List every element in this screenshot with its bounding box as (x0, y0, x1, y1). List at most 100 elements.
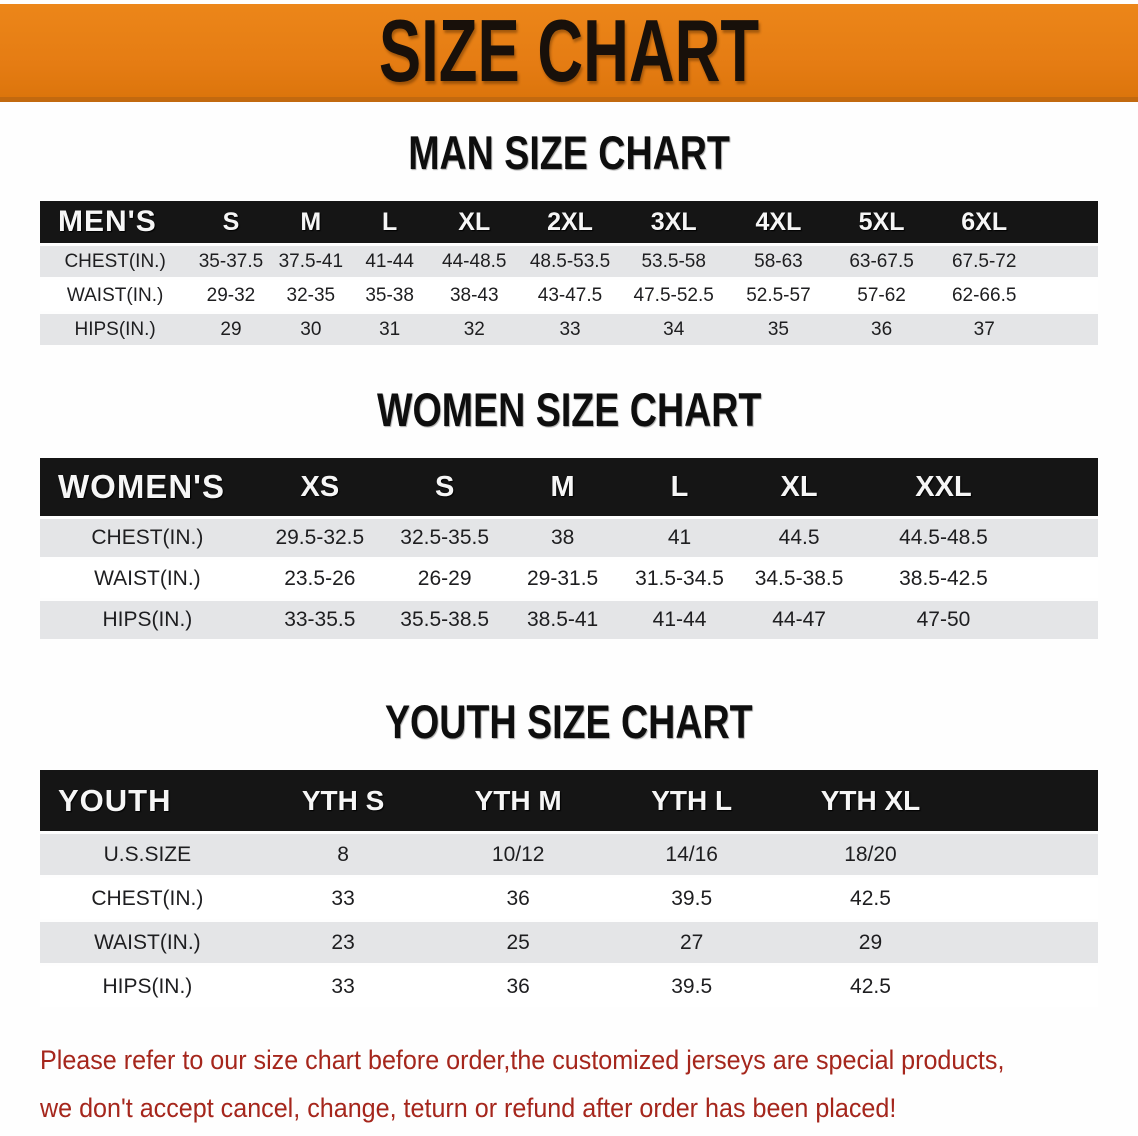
measurement-value: 44-47 (738, 601, 860, 639)
size-column-header: YTH XL (778, 770, 963, 831)
measurement-value: 32-35 (271, 280, 350, 311)
measurement-value: 47-50 (859, 601, 1028, 639)
measurement-value: 37.5-41 (271, 246, 350, 277)
spacer-cell (1027, 519, 1098, 557)
measurement-value: 18/20 (778, 834, 963, 875)
youth-section-title-text: YOUTH SIZE CHART (385, 695, 753, 748)
man-section-title: MAN SIZE CHART (0, 129, 1138, 176)
measurement-value: 23.5-26 (254, 560, 385, 598)
measurement-row: CHEST(IN.) 35-37.5 37.5-41 41-44 44-48.5 48.5… (40, 246, 1098, 277)
measurement-row: HIPS(IN.) 33-35.5 35.5-38.5 38.5-41 41-44 44-… (40, 601, 1098, 639)
size-column-header: 5XL (830, 201, 933, 243)
size-column-header: XXL (859, 458, 1028, 516)
measurement-value: 32.5-35.5 (384, 519, 505, 557)
measurement-value: 33 (254, 878, 432, 919)
spacer-cell (1027, 560, 1098, 598)
size-column-header: XS (254, 458, 385, 516)
measurement-row: U.S.SIZE 8 10/12 14/16 18/20 (40, 834, 1098, 875)
size-column-header: S (384, 458, 505, 516)
size-column-header: 6XL (932, 201, 1036, 243)
measurement-value: 62-66.5 (932, 280, 1036, 311)
man-section-title-text: MAN SIZE CHART (408, 126, 730, 179)
measurement-label: CHEST(IN.) (40, 246, 191, 277)
measurement-label: HIPS(IN.) (40, 314, 191, 345)
banner: SIZE CHART (0, 4, 1138, 102)
size-column-header: XL (738, 458, 860, 516)
measurement-value: 41-44 (620, 601, 739, 639)
measurement-value: 53.5-58 (620, 246, 727, 277)
banner-title: SIZE CHART (378, 0, 760, 100)
youth-size-chart-section: YOUTH SIZE CHART YOUTH YTH S YTH M YTH L YTH… (0, 698, 1138, 1010)
measurement-value: 36 (431, 966, 605, 1007)
measurement-value: 52.5-57 (726, 280, 831, 311)
size-column-header: YTH L (604, 770, 779, 831)
measurement-value: 35-37.5 (190, 246, 272, 277)
size-column-header: 2XL (519, 201, 621, 243)
measurement-value: 57-62 (830, 280, 933, 311)
spacer-cell (1035, 314, 1098, 345)
measurement-row: HIPS(IN.) 29 30 31 32 33 34 35 36 37 (40, 314, 1098, 345)
measurement-value: 34 (620, 314, 727, 345)
size-column-header: YTH M (431, 770, 605, 831)
spacer-cell (962, 878, 1098, 919)
measurement-value: 47.5-52.5 (620, 280, 727, 311)
measurement-label: HIPS(IN.) (40, 601, 255, 639)
footer-notice: Please refer to our size chart before or… (40, 1036, 1138, 1132)
measurement-row: HIPS(IN.) 33 36 39.5 42.5 (40, 966, 1098, 1007)
measurement-value: 33 (254, 966, 432, 1007)
measurement-value: 29 (190, 314, 272, 345)
mens-size-table: MEN'S S M L XL 2XL 3XL 4XL 5XL 6XL CHEST(IN.) 35-37… (40, 198, 1098, 348)
measurement-value: 8 (254, 834, 432, 875)
size-column-header: M (504, 458, 621, 516)
table-header-row: MEN'S S M L XL 2XL 3XL 4XL 5XL 6XL (40, 201, 1098, 243)
measurement-value: 35 (726, 314, 831, 345)
measurement-row: WAIST(IN.) 23.5-26 26-29 29-31.5 31.5-34.5 34… (40, 560, 1098, 598)
measurement-value: 38.5-41 (504, 601, 621, 639)
measurement-value: 38-43 (429, 280, 520, 311)
measurement-value: 33 (519, 314, 621, 345)
women-section-title: WOMEN SIZE CHART (0, 386, 1138, 433)
women-section-title-text: WOMEN SIZE CHART (376, 383, 762, 436)
measurement-label: U.S.SIZE (40, 834, 255, 875)
size-column-header: 3XL (620, 201, 727, 243)
measurement-value: 42.5 (778, 878, 963, 919)
size-column-header: L (620, 458, 739, 516)
man-size-chart-section: MAN SIZE CHART MEN'S S M L XL 2XL 3XL 4XL 5XL 6XL… (0, 129, 1138, 348)
table-group-label: YOUTH (40, 770, 255, 831)
size-column-header: L (349, 201, 430, 243)
spacer-cell (1027, 458, 1098, 516)
table-group-label: MEN'S (40, 201, 191, 243)
measurement-label: WAIST(IN.) (40, 560, 255, 598)
measurement-label: CHEST(IN.) (40, 878, 255, 919)
measurement-value: 29 (778, 922, 963, 963)
table-group-label: WOMEN'S (40, 458, 255, 516)
measurement-value: 35-38 (349, 280, 430, 311)
measurement-value: 39.5 (604, 966, 779, 1007)
measurement-value: 38 (504, 519, 621, 557)
women-size-chart-section: WOMEN SIZE CHART WOMEN'S XS S M L XL XXL CHEST(… (0, 386, 1138, 642)
notice-line-2: we don't accept cancel, change, teturn o… (40, 1093, 897, 1124)
measurement-value: 33-35.5 (254, 601, 385, 639)
measurement-value: 58-63 (726, 246, 831, 277)
spacer-cell (1035, 246, 1098, 277)
spacer-cell (962, 770, 1098, 831)
measurement-label: WAIST(IN.) (40, 280, 191, 311)
measurement-value: 67.5-72 (932, 246, 1036, 277)
size-column-header: 4XL (726, 201, 831, 243)
measurement-value: 30 (271, 314, 350, 345)
measurement-value: 44.5 (738, 519, 860, 557)
measurement-value: 39.5 (604, 878, 779, 919)
youth-size-table: YOUTH YTH S YTH M YTH L YTH XL U.S.SIZE 8 10/12… (40, 767, 1098, 1010)
measurement-value: 35.5-38.5 (384, 601, 505, 639)
measurement-value: 43-47.5 (519, 280, 621, 311)
spacer-cell (1035, 280, 1098, 311)
measurement-value: 36 (431, 878, 605, 919)
measurement-value: 31 (349, 314, 430, 345)
measurement-value: 37 (932, 314, 1036, 345)
youth-section-title: YOUTH SIZE CHART (0, 698, 1138, 745)
table-header-row: WOMEN'S XS S M L XL XXL (40, 458, 1098, 516)
size-chart-page: SIZE CHART MAN SIZE CHART MEN'S S M L XL 2XL 3… (0, 4, 1138, 1132)
measurement-label: HIPS(IN.) (40, 966, 255, 1007)
measurement-value: 42.5 (778, 966, 963, 1007)
measurement-value: 29-31.5 (504, 560, 621, 598)
